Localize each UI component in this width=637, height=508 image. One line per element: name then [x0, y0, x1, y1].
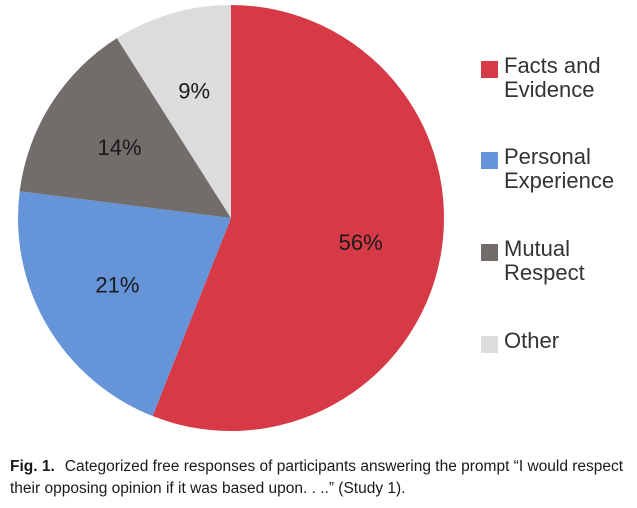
- legend-label-mutual: Mutual Respect: [504, 236, 585, 285]
- legend-swatch-other: [481, 336, 498, 353]
- pie-slice-personal: [18, 191, 231, 417]
- legend-swatch-personal: [481, 152, 498, 169]
- legend-label-other: Other: [504, 328, 560, 353]
- pie-chart: 56% 21% 14% 9%: [18, 5, 445, 432]
- pie-slice-other: [116, 5, 231, 218]
- caption-text: Categorized free responses of participan…: [10, 458, 624, 497]
- slice-label-other: 9%: [178, 79, 210, 104]
- legend-label-facts: Facts and Evidence: [504, 53, 601, 102]
- legend-label-personal: Personal Experience: [504, 144, 615, 193]
- figure-number: Fig. 1.: [10, 458, 55, 475]
- slice-label-facts: 56%: [339, 230, 383, 255]
- legend-swatch-facts: [481, 61, 498, 78]
- slice-label-mutual: 14%: [98, 135, 142, 160]
- pie-slice-mutual: [19, 38, 232, 218]
- pie-slice-facts: [152, 5, 445, 432]
- figure-caption: Fig. 1. Categorized free responses of par…: [10, 456, 630, 500]
- legend-swatch-mutual: [481, 244, 498, 261]
- slice-label-personal: 21%: [95, 273, 139, 298]
